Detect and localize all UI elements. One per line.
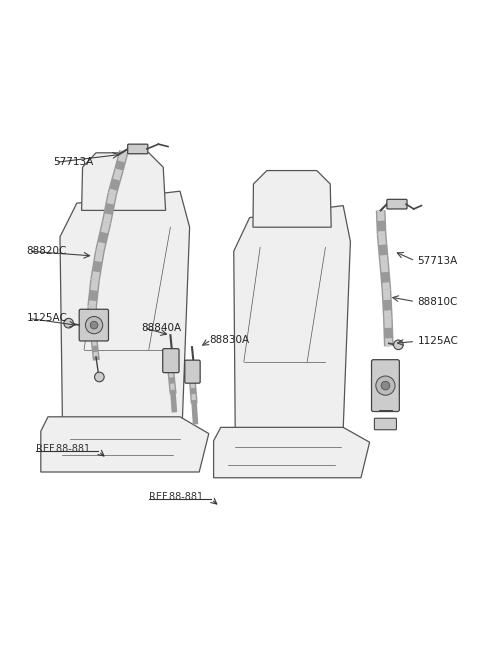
- Circle shape: [376, 376, 395, 395]
- FancyBboxPatch shape: [163, 348, 179, 373]
- FancyBboxPatch shape: [79, 309, 108, 341]
- FancyBboxPatch shape: [387, 199, 407, 209]
- FancyBboxPatch shape: [185, 360, 200, 383]
- Polygon shape: [60, 191, 190, 419]
- Circle shape: [64, 318, 73, 328]
- Polygon shape: [41, 417, 209, 472]
- Polygon shape: [82, 153, 166, 211]
- Polygon shape: [214, 427, 370, 478]
- Text: REF.88-881: REF.88-881: [36, 444, 90, 454]
- Text: 88830A: 88830A: [209, 335, 249, 345]
- Text: 57713A: 57713A: [418, 256, 458, 266]
- Text: 1125AC: 1125AC: [26, 314, 67, 323]
- Polygon shape: [234, 205, 350, 429]
- Circle shape: [394, 340, 403, 350]
- Text: 88820C: 88820C: [26, 246, 67, 256]
- Text: 57713A: 57713A: [53, 157, 93, 167]
- Text: 88840A: 88840A: [142, 323, 182, 333]
- Circle shape: [381, 381, 390, 390]
- Circle shape: [85, 316, 103, 334]
- FancyBboxPatch shape: [374, 419, 396, 430]
- Circle shape: [95, 372, 104, 382]
- FancyBboxPatch shape: [372, 359, 399, 411]
- Text: 88810C: 88810C: [418, 297, 458, 306]
- Text: REF.88-881: REF.88-881: [149, 492, 203, 502]
- FancyBboxPatch shape: [128, 144, 148, 154]
- Polygon shape: [253, 171, 331, 227]
- Text: 1125AC: 1125AC: [418, 337, 458, 346]
- Circle shape: [90, 321, 98, 329]
